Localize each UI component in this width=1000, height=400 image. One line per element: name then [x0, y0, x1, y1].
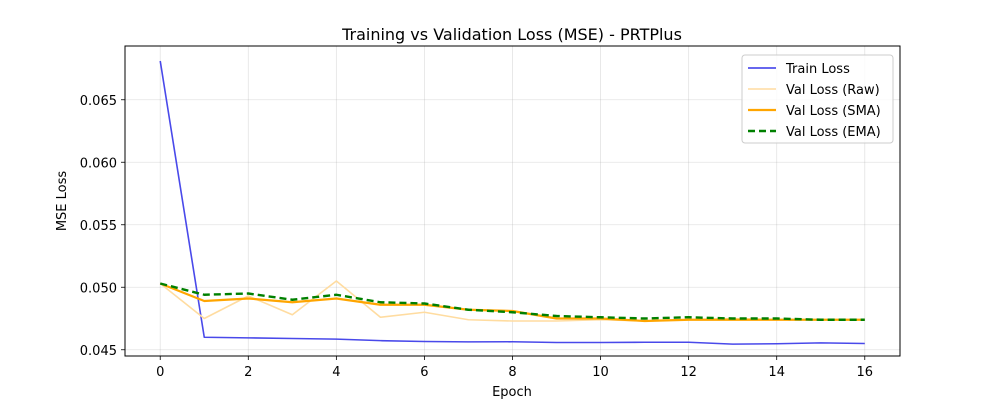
x-tick-label: 10	[592, 365, 609, 380]
legend-label: Train Loss	[785, 62, 850, 77]
y-axis-ticks: 0.045 0.050 0.055 0.060 0.065	[80, 94, 125, 359]
x-axis-ticks: 0 2 4 6 8 10 12 14 16	[156, 356, 873, 380]
x-tick-label: 14	[768, 365, 785, 380]
y-tick-label: 0.060	[80, 156, 117, 171]
legend-box	[741, 54, 894, 144]
x-axis-label: Epoch	[492, 385, 532, 400]
x-tick-label: 6	[420, 365, 428, 380]
x-tick-label: 2	[244, 365, 252, 380]
x-tick-label: 4	[332, 365, 340, 380]
y-tick-label: 0.045	[80, 344, 117, 359]
series-line-train-loss	[159, 60, 865, 345]
chart-title: Training vs Validation Loss (MSE) - PRTP…	[341, 25, 682, 44]
x-tick-label: 8	[508, 365, 516, 380]
legend-label: Val Loss (EMA)	[786, 125, 881, 140]
y-tick-label: 0.050	[80, 281, 117, 296]
y-tick-label: 0.065	[80, 94, 117, 109]
series-line-val-loss-sma	[159, 282, 865, 323]
legend-label: Val Loss (Raw)	[786, 83, 880, 98]
y-axis-label: MSE Loss	[55, 171, 70, 232]
series-layer	[159, 60, 865, 345]
x-tick-label: 16	[856, 365, 873, 380]
x-tick-label: 12	[680, 365, 697, 380]
legend-label: Val Loss (SMA)	[786, 104, 881, 119]
series-line-val-loss-ema	[159, 282, 865, 321]
x-tick-label: 0	[156, 365, 164, 380]
legend: Train Loss Val Loss (Raw) Val Loss (SMA) Va…	[741, 54, 894, 144]
y-tick-label: 0.055	[80, 219, 117, 234]
